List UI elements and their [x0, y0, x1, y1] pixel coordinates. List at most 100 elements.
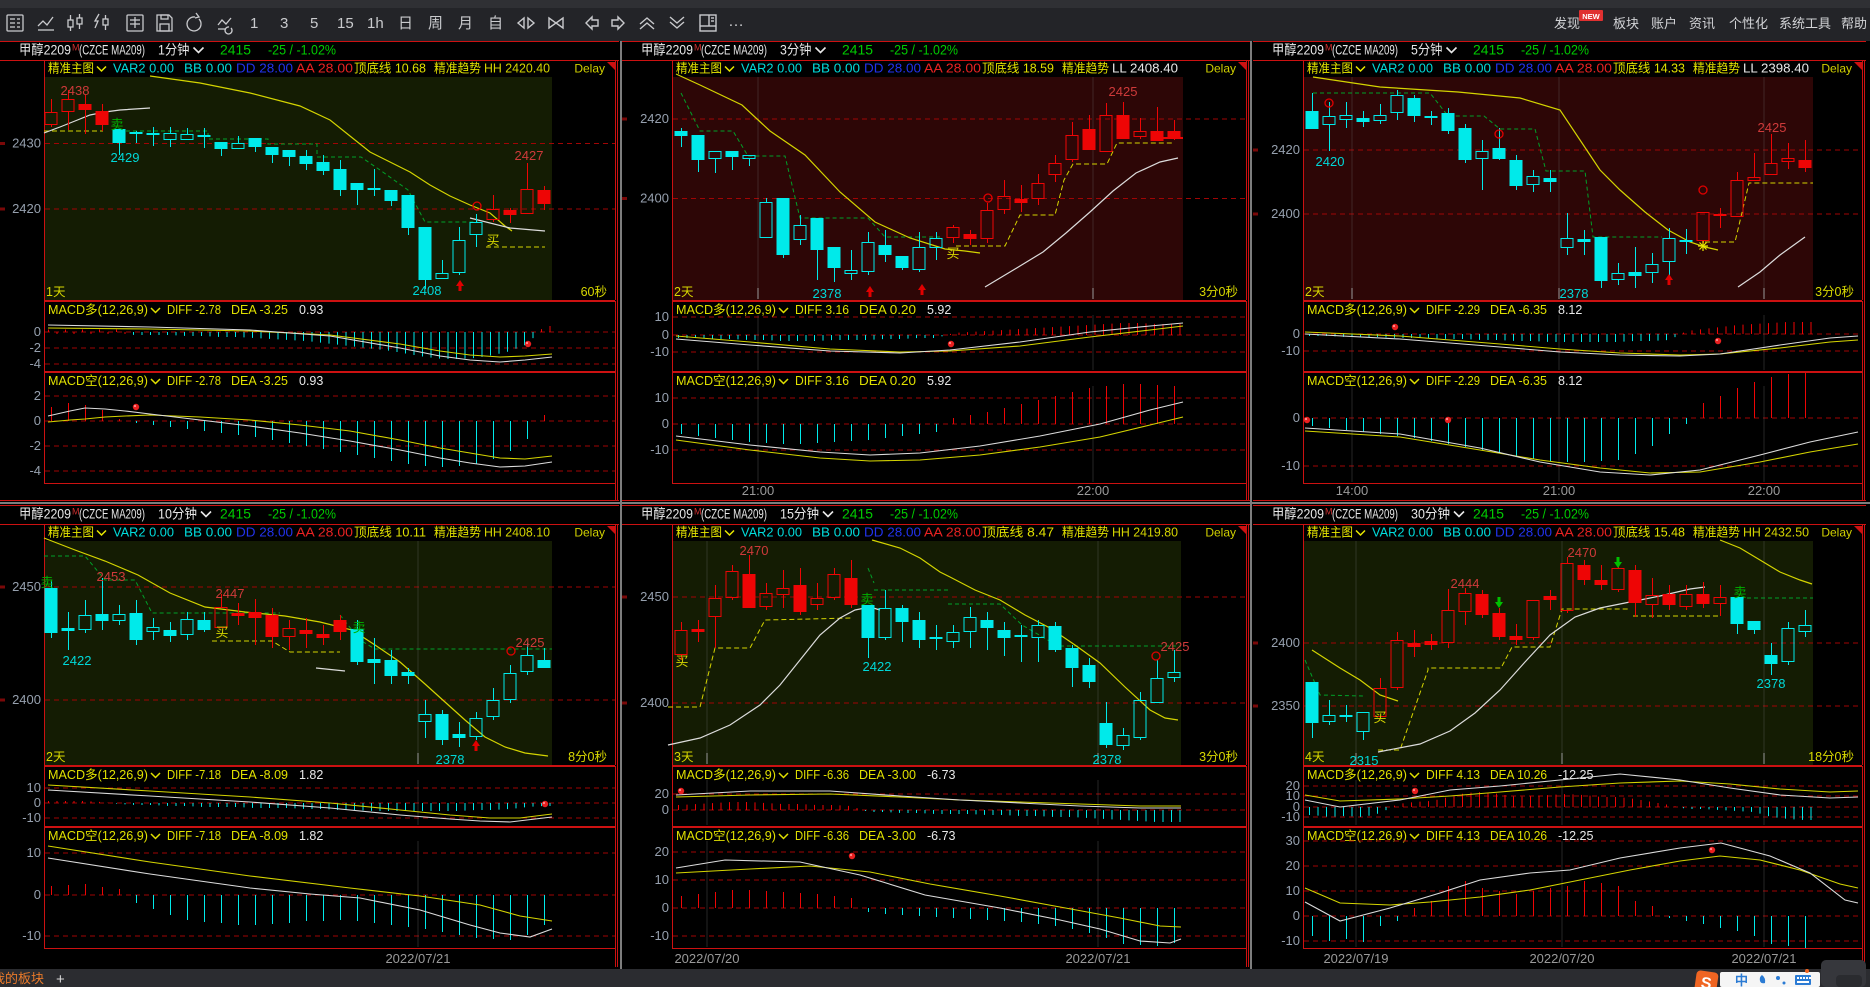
svg-text:-10: -10 — [1281, 343, 1300, 358]
svg-text:2415: 2415 — [220, 507, 251, 522]
svg-text:MACD多(12,26,9): MACD多(12,26,9) — [48, 768, 148, 782]
svg-text:2408: 2408 — [413, 283, 442, 298]
svg-text:甲醇2209: 甲醇2209 — [1272, 42, 1324, 58]
svg-text:0: 0 — [1293, 326, 1300, 341]
svg-text:10: 10 — [655, 872, 669, 887]
svg-text:M: M — [72, 43, 80, 53]
svg-text:精准主图: 精准主图 — [676, 526, 722, 540]
svg-text:1天: 1天 — [46, 285, 66, 299]
svg-text:2400: 2400 — [640, 191, 669, 206]
svg-text:BB 0.00: BB 0.00 — [1443, 526, 1491, 540]
svg-text:+: + — [56, 971, 65, 987]
svg-text:1.82: 1.82 — [299, 768, 323, 782]
svg-text:卖: 卖 — [110, 117, 123, 132]
svg-text:0: 0 — [1293, 799, 1300, 814]
svg-text:-2: -2 — [29, 438, 41, 453]
svg-text:精准趋势: 精准趋势 — [1062, 61, 1109, 76]
svg-text:Delay: Delay — [1821, 526, 1852, 540]
svg-text:2425: 2425 — [1161, 639, 1190, 654]
svg-text:-2: -2 — [29, 340, 41, 355]
svg-text:3天: 3天 — [674, 750, 694, 764]
svg-text:2420: 2420 — [1316, 154, 1345, 169]
svg-text:M: M — [72, 507, 80, 517]
svg-text:自: 自 — [488, 15, 503, 32]
svg-text:-25 / -1.02%: -25 / -1.02% — [890, 43, 958, 58]
svg-text:20: 20 — [655, 844, 669, 859]
svg-text:精准主图: 精准主图 — [676, 62, 722, 76]
svg-text:发现: 发现 — [1554, 16, 1580, 31]
svg-text:顶底线 10.11: 顶底线 10.11 — [354, 525, 426, 540]
svg-text:DEA -3.25: DEA -3.25 — [231, 303, 288, 317]
svg-text:3: 3 — [280, 15, 288, 32]
svg-text:(CZCE MA209): (CZCE MA209) — [79, 43, 145, 58]
svg-text:2022/07/20: 2022/07/20 — [1529, 951, 1594, 966]
svg-text:3分钟: 3分钟 — [780, 42, 812, 58]
svg-text:2378: 2378 — [1093, 752, 1122, 767]
svg-text:-10: -10 — [22, 810, 41, 825]
svg-text:LL 2408.40: LL 2408.40 — [1112, 62, 1178, 76]
svg-text:15: 15 — [337, 15, 354, 32]
svg-text:AA 28.00: AA 28.00 — [296, 526, 353, 540]
svg-text:0: 0 — [662, 900, 669, 915]
svg-text:BB 0.00: BB 0.00 — [1443, 62, 1491, 76]
svg-text:21:00: 21:00 — [1543, 483, 1576, 498]
svg-text:DD 28.00: DD 28.00 — [864, 526, 921, 540]
svg-text:2378: 2378 — [813, 286, 842, 301]
svg-text:Delay: Delay — [1205, 526, 1236, 540]
svg-text:-10: -10 — [1281, 809, 1300, 824]
svg-text:2022/07/21: 2022/07/21 — [1065, 951, 1130, 966]
svg-text:30分钟: 30分钟 — [1411, 506, 1450, 522]
svg-text:买: 买 — [1373, 710, 1386, 725]
svg-text:-6.73: -6.73 — [927, 768, 956, 782]
svg-text:M: M — [694, 507, 702, 517]
svg-text:买: 买 — [486, 233, 499, 248]
svg-text:2444: 2444 — [1451, 576, 1480, 591]
svg-text:HH 2432.50: HH 2432.50 — [1743, 526, 1809, 540]
svg-text:个性化: 个性化 — [1729, 16, 1768, 31]
svg-text:2470: 2470 — [1568, 545, 1597, 560]
svg-text:卖: 卖 — [860, 592, 873, 607]
svg-text:DIFF -2.78: DIFF -2.78 — [167, 374, 221, 388]
svg-text:MACD空(12,26,9): MACD空(12,26,9) — [48, 829, 148, 843]
svg-text:2453: 2453 — [97, 569, 126, 584]
svg-text:2450: 2450 — [12, 579, 41, 594]
svg-text:精准主图: 精准主图 — [48, 62, 94, 76]
svg-text:2400: 2400 — [1271, 206, 1300, 221]
svg-text:(CZCE MA209): (CZCE MA209) — [701, 43, 767, 58]
svg-text:买: 买 — [675, 654, 688, 669]
svg-text:AA 28.00: AA 28.00 — [1555, 526, 1612, 540]
svg-text:2天: 2天 — [674, 285, 694, 299]
svg-text:账户: 账户 — [1651, 16, 1677, 31]
svg-text:VAR2 0.00: VAR2 0.00 — [741, 526, 802, 540]
svg-text:8分0秒: 8分0秒 — [568, 750, 607, 764]
svg-text:2315: 2315 — [1350, 753, 1379, 768]
svg-text:-25 / -1.02%: -25 / -1.02% — [1521, 43, 1589, 58]
svg-text:DIFF 3.16: DIFF 3.16 — [795, 303, 849, 317]
svg-text:MACD多(12,26,9): MACD多(12,26,9) — [1307, 768, 1407, 782]
svg-text:2022/07/19: 2022/07/19 — [1323, 951, 1388, 966]
svg-text:M: M — [1325, 507, 1333, 517]
svg-text:Delay: Delay — [574, 62, 605, 76]
svg-text:BB 0.00: BB 0.00 — [184, 526, 232, 540]
svg-text:2415: 2415 — [1473, 43, 1504, 58]
svg-text:2378: 2378 — [1757, 676, 1786, 691]
svg-text:10: 10 — [27, 780, 41, 795]
svg-text:1: 1 — [250, 15, 258, 32]
svg-text:2425: 2425 — [1758, 120, 1787, 135]
svg-text:AA 28.00: AA 28.00 — [924, 526, 981, 540]
svg-text:10: 10 — [27, 845, 41, 860]
svg-text:BB 0.00: BB 0.00 — [812, 526, 860, 540]
svg-text:-12.25: -12.25 — [1558, 829, 1593, 843]
svg-text:顶底线 15.48: 顶底线 15.48 — [1613, 525, 1685, 540]
svg-text:精准主图: 精准主图 — [1307, 526, 1353, 540]
svg-text:帮助: 帮助 — [1841, 16, 1867, 31]
svg-text:(CZCE MA209): (CZCE MA209) — [79, 507, 145, 522]
svg-text:精准趋势: 精准趋势 — [1693, 525, 1740, 540]
svg-text:2400: 2400 — [1271, 635, 1300, 650]
svg-text:DD 28.00: DD 28.00 — [1495, 62, 1552, 76]
svg-text:2022/07/20: 2022/07/20 — [674, 951, 739, 966]
svg-text:AA 28.00: AA 28.00 — [924, 62, 981, 76]
svg-text:2378: 2378 — [1560, 286, 1589, 301]
svg-text:VAR2 0.00: VAR2 0.00 — [1372, 62, 1433, 76]
svg-text:10: 10 — [655, 390, 669, 405]
